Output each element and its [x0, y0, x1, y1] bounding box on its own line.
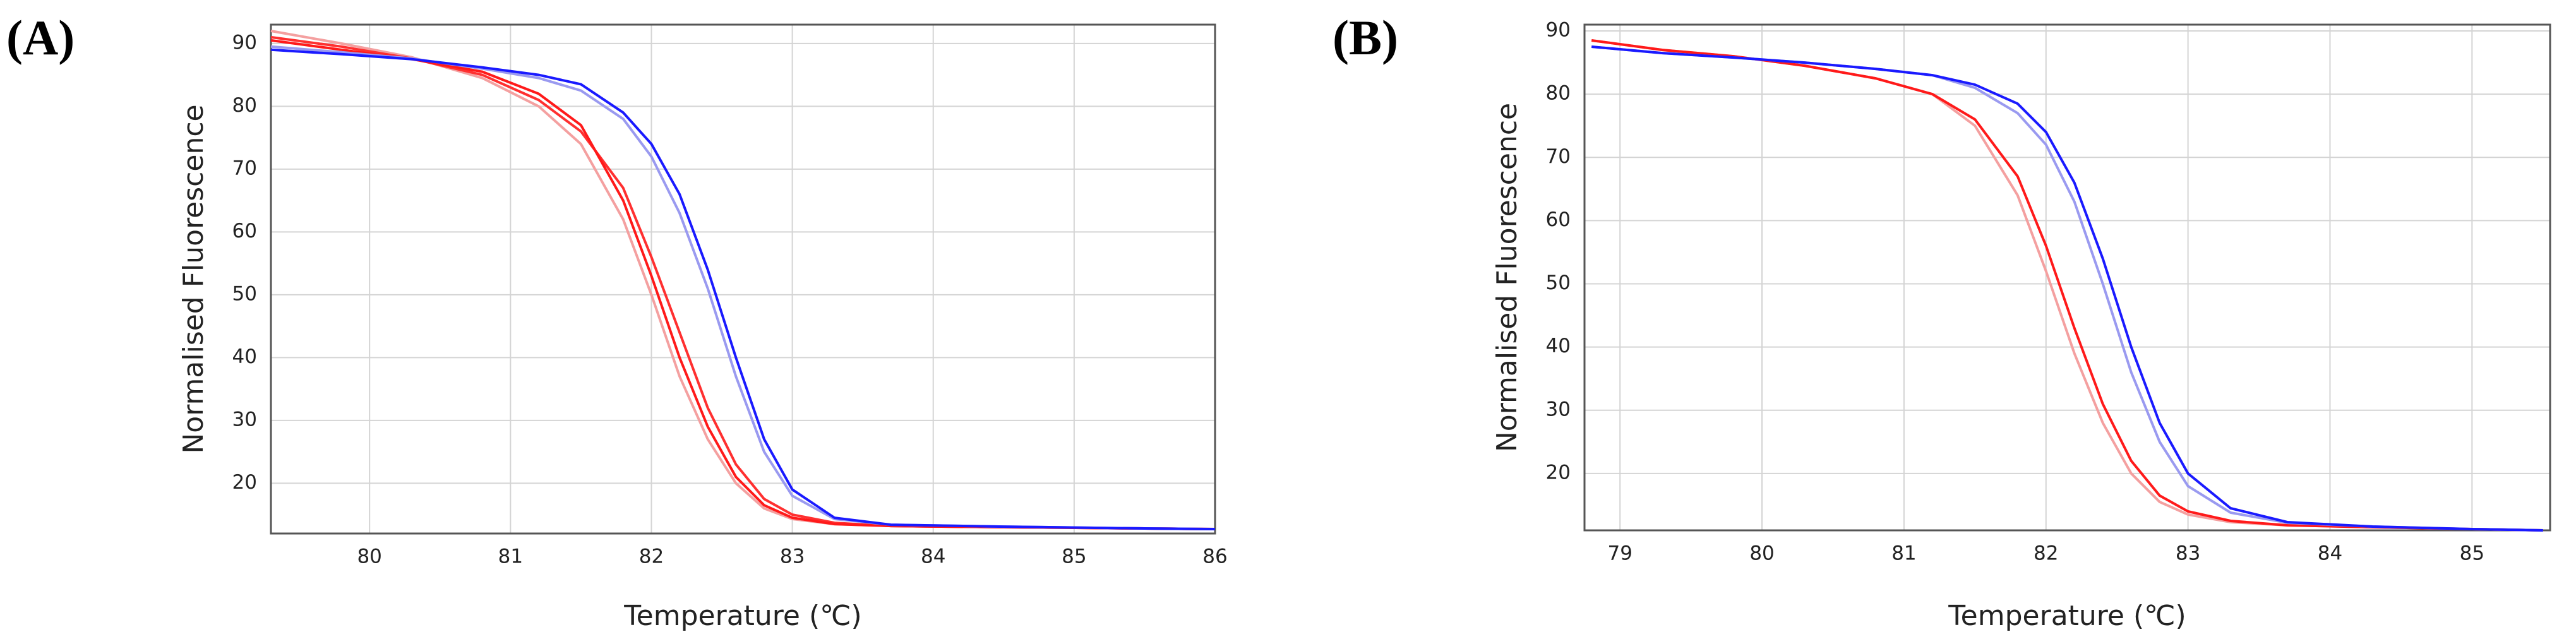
y-tick-label: 40 — [1546, 335, 1571, 357]
x-tick-label: 86 — [1202, 546, 1227, 568]
y-tick-label: 50 — [232, 282, 257, 305]
x-axis-title: Temperature (℃) — [1948, 600, 2186, 632]
x-tick-label: 84 — [921, 546, 945, 568]
x-tick-label: 84 — [2318, 542, 2342, 565]
y-tick-label: 40 — [232, 345, 257, 368]
panel-label: (A) — [6, 10, 75, 65]
series-line — [270, 39, 1216, 530]
y-tick-label: 90 — [1546, 19, 1571, 42]
y-tick-label: 60 — [1546, 208, 1571, 231]
y-tick-label: 60 — [232, 220, 257, 242]
panel-label: (B) — [1333, 10, 1398, 65]
x-tick-label: 80 — [1749, 542, 1774, 565]
y-tick-label: 30 — [232, 408, 257, 431]
series-line — [270, 45, 1216, 530]
y-tick-label: 80 — [232, 94, 257, 117]
y-axis-title: Normalised Fluorescence — [1491, 103, 1523, 452]
x-tick-label: 82 — [2034, 542, 2058, 565]
y-tick-label: 70 — [232, 157, 257, 179]
series-line — [1591, 39, 2543, 532]
x-tick-label: 85 — [1062, 546, 1086, 568]
plot-frame — [270, 23, 1216, 535]
x-tick-label: 81 — [498, 546, 523, 568]
series-line — [270, 35, 1216, 530]
y-tick-label: 30 — [1546, 398, 1571, 420]
series-line — [1591, 45, 2543, 532]
y-axis-title: Normalised Fluorescence — [177, 104, 210, 453]
x-axis-title: Temperature (℃) — [623, 600, 861, 632]
plot-frame — [1583, 23, 2551, 532]
series-line — [1591, 39, 2543, 532]
series-line — [270, 48, 1216, 530]
series-line — [270, 30, 1216, 530]
y-tick-label: 20 — [232, 471, 257, 494]
x-tick-label: 79 — [1607, 542, 1632, 565]
y-tick-label: 80 — [1546, 82, 1571, 105]
y-tick-label: 50 — [1546, 271, 1571, 294]
series-line — [1591, 45, 2543, 532]
x-tick-label: 82 — [639, 546, 664, 568]
y-tick-label: 90 — [232, 31, 257, 54]
x-tick-label: 83 — [2176, 542, 2200, 565]
x-tick-label: 85 — [2460, 542, 2484, 565]
y-tick-label: 70 — [1546, 145, 1571, 168]
x-tick-label: 81 — [1891, 542, 1916, 565]
x-tick-label: 80 — [357, 546, 381, 568]
y-tick-label: 20 — [1546, 461, 1571, 484]
x-tick-label: 83 — [780, 546, 805, 568]
